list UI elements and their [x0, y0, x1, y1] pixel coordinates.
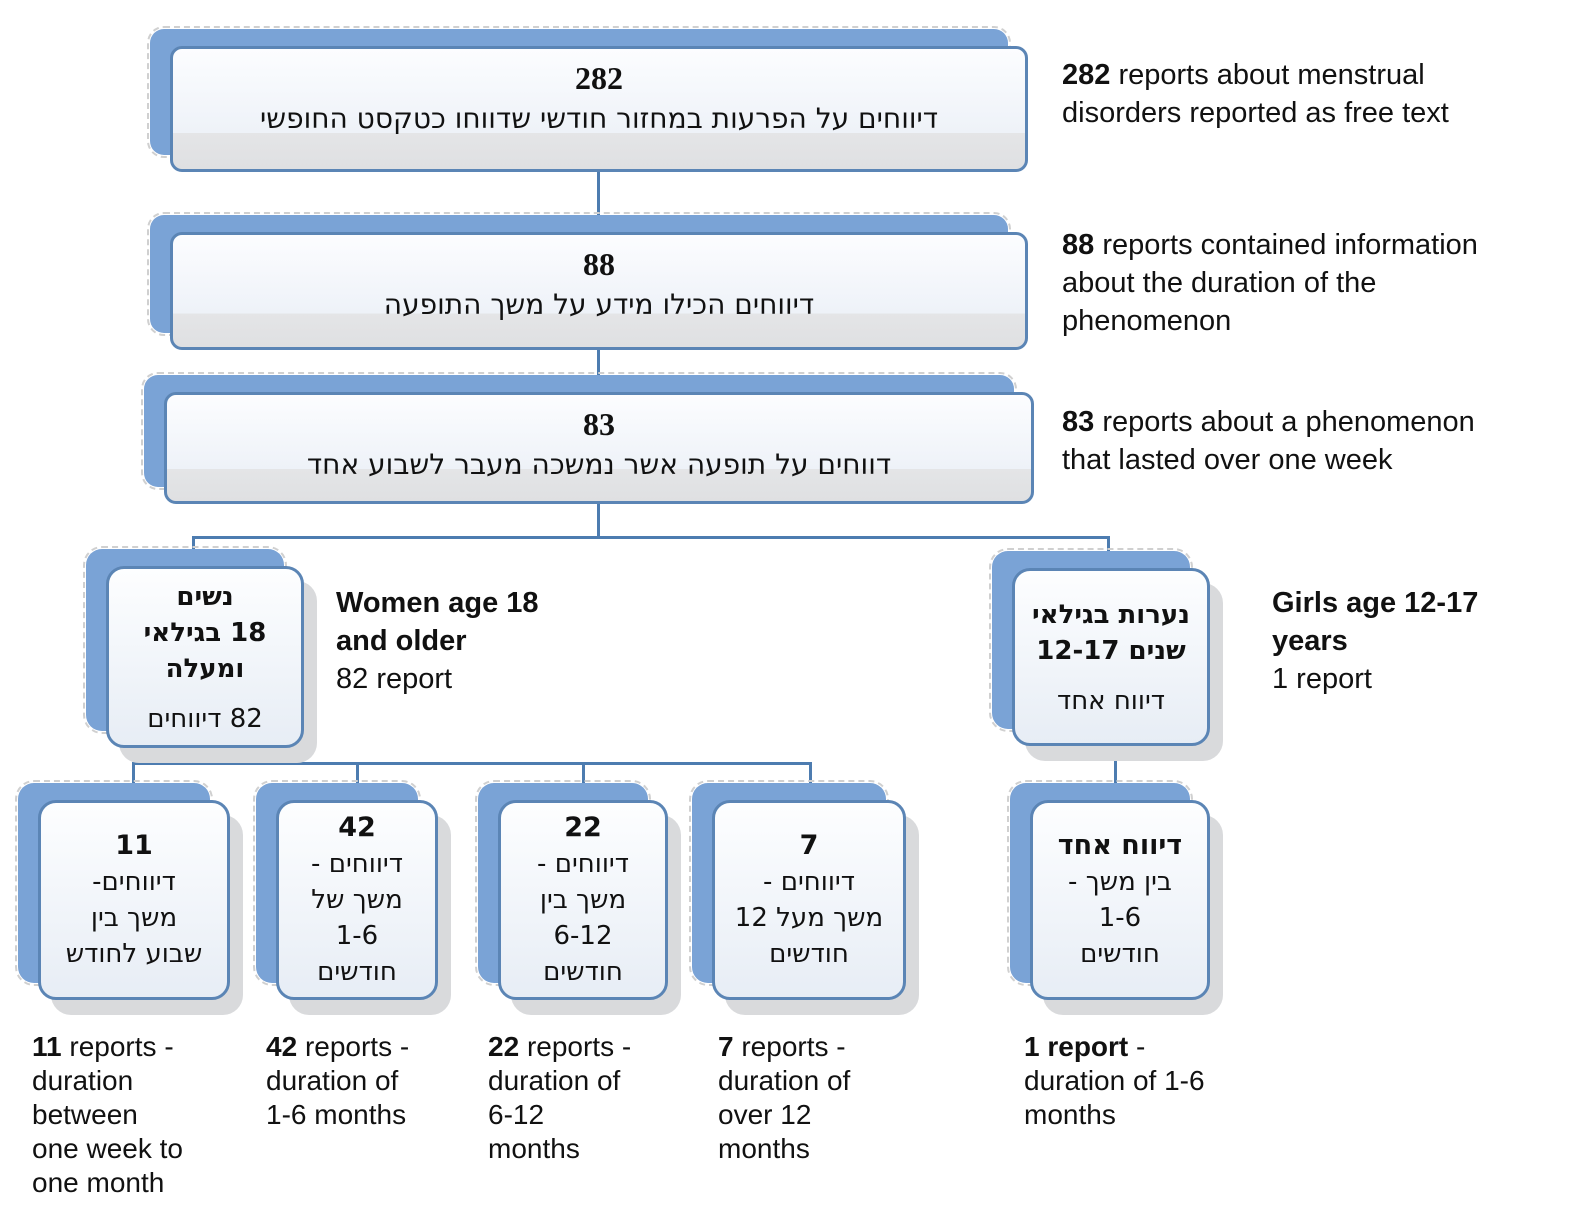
drop-to-22-box	[582, 762, 585, 798]
caption-22-reports: 22 reports - duration of 6-12 months	[488, 1030, 688, 1166]
box-head: דיווח אחד	[1057, 830, 1183, 861]
box-hebrew-count: דיווח אחד	[1057, 686, 1165, 716]
box-hebrew-title: נערות בגילאי שנים 12-17	[1032, 600, 1190, 666]
box-hebrew-lines: דיווחים - משך מעל 12 חודשים	[734, 867, 884, 969]
drop-to-7-box	[809, 762, 812, 798]
caption-text: - duration of 1-6 months	[1024, 1031, 1205, 1130]
box-head: 11	[115, 830, 153, 861]
box-number: 88	[583, 246, 615, 282]
annotation-text: 82 report	[336, 663, 453, 695]
box-face: 7 דיווחים - משך מעל 12 חודשים	[712, 800, 906, 1000]
box-total-reports: 282 דיווחים על הפרעות במחזור חודשי שדווח…	[147, 26, 1028, 172]
connector-282-to-88	[597, 170, 600, 236]
box-7-reports: 7 דיווחים - משך מעל 12 חודשים	[689, 780, 919, 1015]
caption-text: reports - duration of 6-12 months	[488, 1031, 632, 1164]
annotation-number: 88	[1062, 229, 1095, 261]
box-hebrew-lines: דיווחים- משך בין שבוע לחודש	[65, 867, 203, 969]
annotation-text: 1 report	[1272, 663, 1372, 695]
caption-text: reports - duration of 1-6 months	[266, 1031, 410, 1130]
box-women-18plus: נשים 18 בגילאי ומעלה 82 דיווחים	[83, 546, 317, 763]
caption-number: 1 report	[1024, 1031, 1129, 1062]
annotation-girls: Girls age 12-17 years 1 report	[1272, 584, 1572, 698]
connector-88-to-83	[597, 348, 600, 396]
annotation-bold: Women age 18 and older	[336, 587, 539, 657]
drop-to-women-box	[192, 536, 195, 560]
box-face: דיווח אחד בין משך - 1-6 חודשים	[1030, 800, 1210, 1000]
girls-stub	[1114, 742, 1117, 800]
box-hebrew-text: דיווחים על הפרעות במחזור חודשי שדווחו כט…	[259, 102, 938, 135]
box-hebrew-lines: דיווחים - משך בין 6-12 חודשים	[537, 849, 629, 987]
box-face: 282 דיווחים על הפרעות במחזור חודשי שדווח…	[170, 46, 1028, 172]
box-over-one-week: 83 דווחים על תופעה אשר נמשכה מעבר לשבוע …	[141, 372, 1034, 504]
box-head: 7	[799, 830, 819, 861]
drop-to-girls-box	[1107, 536, 1110, 560]
annotation-text: reports about a phenomenon that lasted o…	[1062, 406, 1475, 476]
box-face: 42 דיווחים - משך של 1-6 חודשים	[276, 800, 438, 1000]
caption-7-reports: 7 reports - duration of over 12 months	[718, 1030, 918, 1166]
box-11-reports: 11 דיווחים- משך בין שבוע לחודש	[15, 780, 243, 1015]
box-42-reports: 42 דיווחים - משך של 1-6 חודשים	[253, 780, 451, 1015]
box-face: 22 דיווחים - משך בין 6-12 חודשים	[498, 800, 668, 1000]
branch-rail-top	[192, 536, 1110, 539]
box-head: 42	[338, 812, 376, 843]
box-22-reports: 22 דיווחים - משך בין 6-12 חודשים	[475, 780, 681, 1015]
caption-42-reports: 42 reports - duration of 1-6 months	[266, 1030, 476, 1132]
box-number: 83	[583, 406, 615, 442]
branch-rail-women	[132, 762, 812, 765]
annotation-83: 83 reports about a phenomenon that laste…	[1062, 403, 1578, 479]
drop-to-42-box	[356, 762, 359, 798]
box-duration-info: 88 דיווחים הכילו מידע על משך התופעה	[147, 212, 1028, 350]
box-hebrew-count: 82 דיווחים	[147, 704, 263, 734]
caption-number: 11	[32, 1031, 62, 1062]
annotation-text: reports contained information about the …	[1062, 229, 1478, 337]
caption-1-report: 1 report - duration of 1-6 months	[1024, 1030, 1284, 1132]
annotation-282: 282 reports about menstrual disorders re…	[1062, 56, 1578, 132]
box-hebrew-text: דווחים על תופעה אשר נמשכה מעבר לשבוע אחד	[306, 448, 892, 481]
box-face: 83 דווחים על תופעה אשר נמשכה מעבר לשבוע …	[164, 392, 1034, 504]
caption-text: reports - duration between one week to o…	[32, 1031, 183, 1198]
box-face: 88 דיווחים הכילו מידע על משך התופעה	[170, 232, 1028, 350]
annotation-88: 88 reports contained information about t…	[1062, 226, 1578, 340]
drop-to-11-box	[132, 762, 135, 798]
annotation-text: reports about menstrual disorders report…	[1062, 59, 1449, 129]
annotation-bold: Girls age 12-17 years	[1272, 587, 1479, 657]
box-hebrew-lines: דיווחים - משך של 1-6 חודשים	[311, 849, 403, 987]
box-hebrew-text: דיווחים הכילו מידע על משך התופעה	[383, 288, 815, 321]
annotation-number: 282	[1062, 59, 1111, 91]
box-face: 11 דיווחים- משך בין שבוע לחודש	[38, 800, 230, 1000]
caption-number: 7	[718, 1031, 734, 1062]
annotation-women: Women age 18 and older 82 report	[336, 584, 586, 698]
caption-11-reports: 11 reports - duration between one week t…	[32, 1030, 247, 1200]
box-girls-12-17: נערות בגילאי שנים 12-17 דיווח אחד	[989, 548, 1223, 761]
annotation-number: 83	[1062, 406, 1095, 438]
box-number: 282	[575, 60, 623, 96]
caption-number: 42	[266, 1031, 298, 1062]
box-face: נשים 18 בגילאי ומעלה 82 דיווחים	[106, 566, 304, 748]
box-face: נערות בגילאי שנים 12-17 דיווח אחד	[1012, 568, 1210, 746]
box-hebrew-lines: בין משך - 1-6 חודשים	[1068, 867, 1172, 969]
box-hebrew-title: נשים 18 בגילאי ומעלה	[143, 582, 267, 684]
box-head: 22	[564, 812, 602, 843]
connector-83-stub	[597, 502, 600, 538]
box-1-report: דיווח אחד בין משך - 1-6 חודשים	[1007, 780, 1223, 1015]
caption-number: 22	[488, 1031, 520, 1062]
caption-text: reports - duration of over 12 months	[718, 1031, 851, 1164]
